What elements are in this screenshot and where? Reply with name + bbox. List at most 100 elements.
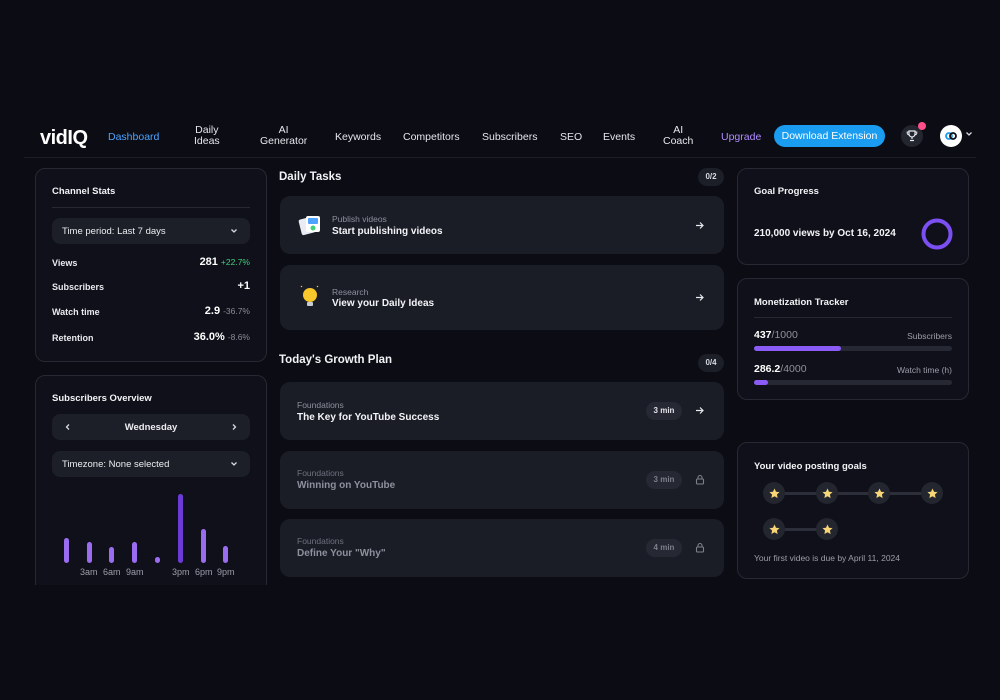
stat-label: Retention — [52, 333, 94, 343]
stat-label: Watch time — [52, 307, 100, 317]
stat-value: 36.0% — [193, 331, 225, 343]
goal-step — [921, 482, 943, 504]
trophy-icon — [906, 130, 918, 142]
stat-value: 281 — [199, 256, 218, 268]
growth-task-key-success[interactable]: Foundations The Key for YouTube Success … — [280, 382, 724, 440]
chevron-down-icon[interactable] — [965, 130, 973, 138]
top-navigation: vidIQ Dashboard Daily Ideas AI Generator… — [24, 118, 976, 158]
nav-competitors[interactable]: Competitors — [403, 131, 460, 143]
card-clip — [30, 585, 275, 625]
stat-value: +1 — [237, 280, 250, 292]
chevron-right-icon[interactable] — [230, 423, 238, 431]
hour-bar — [178, 494, 183, 563]
nav-ai-generator[interactable]: AI Generator — [260, 124, 308, 147]
growth-plan-count: 0/4 — [698, 354, 724, 372]
hour-bar — [64, 538, 69, 563]
hour-bar — [223, 545, 228, 563]
video-files-icon — [298, 216, 320, 236]
tick-label: 9pm — [217, 567, 235, 577]
tick-label: 3pm — [172, 567, 190, 577]
nav-subscribers[interactable]: Subscribers — [482, 131, 538, 143]
goal-connector — [776, 528, 826, 531]
stat-delta: -8.6% — [227, 332, 250, 342]
daily-tasks-count: 0/2 — [698, 168, 724, 186]
goal-progress-ring — [921, 218, 953, 250]
chevron-down-icon — [231, 229, 237, 233]
day-selector: Wednesday — [52, 414, 250, 440]
goal-step — [763, 518, 785, 540]
chevron-left-icon[interactable] — [64, 423, 72, 431]
goal-step — [816, 518, 838, 540]
progress-fill — [754, 380, 769, 385]
monetization-tracker-card: Monetization Tracker 437/1000 Subscriber… — [737, 278, 969, 400]
stat-delta: -36.7% — [223, 306, 250, 316]
growth-task-define-why: Foundations Define Your "Why" 4 min — [280, 519, 724, 577]
watch-time-progress-value: 286.2/4000 — [754, 363, 807, 375]
hour-bar — [155, 556, 160, 563]
star-icon — [820, 522, 834, 535]
subscribers-progress-value: 437/1000 — [754, 329, 798, 341]
notification-dot — [918, 122, 926, 130]
download-extension-button[interactable]: Download Extension — [774, 125, 885, 147]
star-icon — [925, 486, 939, 499]
tick-label: 6am — [103, 567, 121, 577]
star-icon — [767, 522, 781, 535]
account-avatar[interactable] — [940, 125, 962, 147]
nav-upgrade[interactable]: Upgrade — [721, 131, 762, 143]
achievements-button[interactable] — [901, 122, 926, 147]
task-category: Foundations — [297, 468, 344, 478]
stat-retention: Retention 36.0% -8.6% — [52, 331, 250, 345]
watch-time-progress-bar — [754, 380, 952, 385]
time-period-select[interactable]: Time period: Last 7 days — [52, 218, 250, 244]
hour-bar — [201, 528, 206, 563]
hour-bar — [109, 547, 114, 563]
nav-events[interactable]: Events — [603, 131, 636, 143]
posting-due-text: Your first video is due by April 11, 202… — [754, 553, 901, 563]
card-title: Subscribers Overview — [52, 393, 152, 404]
time-period-label: Time period: Last 7 days — [62, 225, 166, 237]
task-title: View your Daily Ideas — [332, 298, 435, 309]
subscribers-overview-card: Subscribers Overview Wednesday Timezone:… — [35, 375, 267, 615]
task-category: Foundations — [297, 536, 344, 546]
task-publish-videos[interactable]: Publish videos Start publishing videos — [280, 196, 724, 254]
daily-tasks-title: Daily Tasks — [279, 171, 342, 183]
task-category: Publish videos — [332, 214, 387, 224]
hour-bar — [87, 541, 92, 563]
channel-logo-icon — [945, 132, 957, 140]
growth-plan-title: Today's Growth Plan — [279, 354, 393, 366]
duration-badge: 4 min — [646, 539, 682, 557]
card-title: Channel Stats — [52, 186, 116, 197]
nav-seo[interactable]: SEO — [560, 131, 583, 143]
duration-badge: 3 min — [646, 402, 682, 420]
stat-watch-time: Watch time 2.9 -36.7% — [52, 305, 250, 319]
nav-keywords[interactable]: Keywords — [335, 131, 382, 143]
channel-stats-card: Channel Stats Time period: Last 7 days V… — [35, 168, 267, 362]
card-title: Your video posting goals — [754, 461, 867, 472]
task-title: The Key for YouTube Success — [297, 412, 440, 423]
growth-task-winning: Foundations Winning on YouTube 3 min — [280, 451, 724, 509]
stat-subscribers: Subscribers +1 — [52, 280, 250, 294]
stat-label: Views — [52, 258, 78, 268]
goal-step — [868, 482, 890, 504]
progress-fill — [754, 346, 841, 351]
divider — [52, 207, 250, 208]
tick-label: 3am — [80, 567, 98, 577]
star-icon — [767, 486, 781, 499]
nav-dashboard[interactable]: Dashboard — [108, 131, 160, 143]
selected-day: Wednesday — [124, 421, 178, 433]
hour-bar — [132, 541, 137, 563]
lightbulb-icon — [300, 285, 319, 306]
task-title: Winning on YouTube — [297, 480, 396, 491]
star-icon — [820, 486, 834, 499]
nav-daily-ideas[interactable]: Daily Ideas — [194, 124, 220, 147]
subscribers-progress-bar — [754, 346, 952, 351]
nav-ai-coach[interactable]: AI Coach — [663, 124, 694, 147]
task-research[interactable]: Research View your Daily Ideas — [280, 265, 724, 330]
task-title: Start publishing videos — [332, 226, 443, 237]
task-category: Foundations — [297, 400, 344, 410]
timezone-select[interactable]: Timezone: None selected — [52, 451, 250, 477]
arrow-right-icon — [696, 407, 704, 414]
stat-views: Views 281 +22.7% — [52, 256, 250, 270]
vidiq-logo[interactable]: vidIQ — [40, 127, 88, 149]
goal-progress-card[interactable]: Goal Progress 210,000 views by Oct 16, 2… — [737, 168, 969, 265]
